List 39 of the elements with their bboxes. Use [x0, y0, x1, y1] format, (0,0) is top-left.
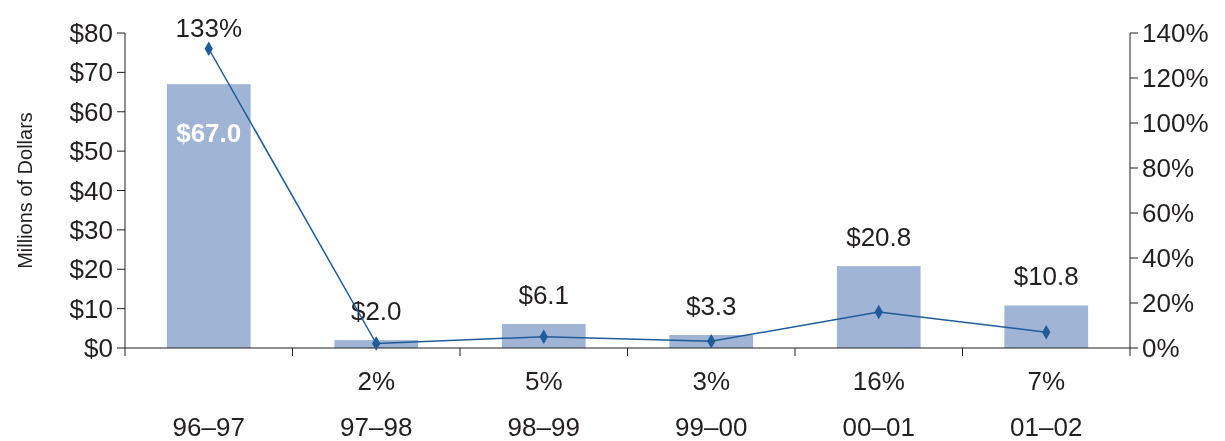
- y-tick-label: $20: [69, 254, 113, 285]
- data-label: 2%: [357, 366, 396, 396]
- y-tick-label: $70: [69, 57, 113, 88]
- y-axis-title: Millions of Dollars: [14, 112, 36, 269]
- y-tick-label: $80: [69, 18, 113, 49]
- bar: [836, 266, 921, 348]
- data-label: 133%: [175, 12, 242, 43]
- data-label: $67.0: [176, 118, 242, 149]
- bar: [166, 84, 251, 348]
- bar: [1004, 305, 1089, 348]
- x-tick-label: 99–00: [675, 412, 748, 441]
- y-tick-label: $30: [69, 214, 113, 245]
- data-label: $20.8: [846, 222, 912, 253]
- y2-tick-label: 140%: [1142, 18, 1209, 49]
- x-tick-label: 96–97: [172, 412, 245, 441]
- data-label: $10.8: [1013, 261, 1079, 292]
- y2-tick-label: 120%: [1142, 63, 1209, 94]
- y-tick-label: $40: [69, 175, 113, 206]
- bar: [501, 323, 586, 348]
- y-tick-label: $50: [69, 136, 113, 167]
- y2-tick-label: 20%: [1142, 288, 1195, 319]
- data-label: 7%: [1027, 366, 1066, 396]
- y-tick-label: $0: [84, 333, 113, 364]
- y-tick-label: $10: [69, 293, 113, 324]
- x-tick-label: 97–98: [340, 412, 413, 441]
- y2-tick-label: 40%: [1142, 243, 1195, 274]
- y2-tick-label: 100%: [1142, 108, 1209, 139]
- y2-tick-label: 60%: [1142, 198, 1195, 229]
- data-label: $6.1: [518, 279, 570, 310]
- x-tick-label: 98–99: [507, 412, 580, 441]
- data-label: 3%: [692, 366, 731, 396]
- y-tick-label: $60: [69, 96, 113, 127]
- y2-tick-label: 80%: [1142, 153, 1195, 184]
- x-tick-label: 00–01: [842, 412, 915, 441]
- data-label: 16%: [852, 366, 905, 396]
- y2-tick-label: 0%: [1142, 333, 1180, 364]
- x-tick-label: 01–02: [1010, 412, 1083, 441]
- data-label: $3.3: [685, 291, 737, 322]
- data-label: 5%: [524, 366, 563, 396]
